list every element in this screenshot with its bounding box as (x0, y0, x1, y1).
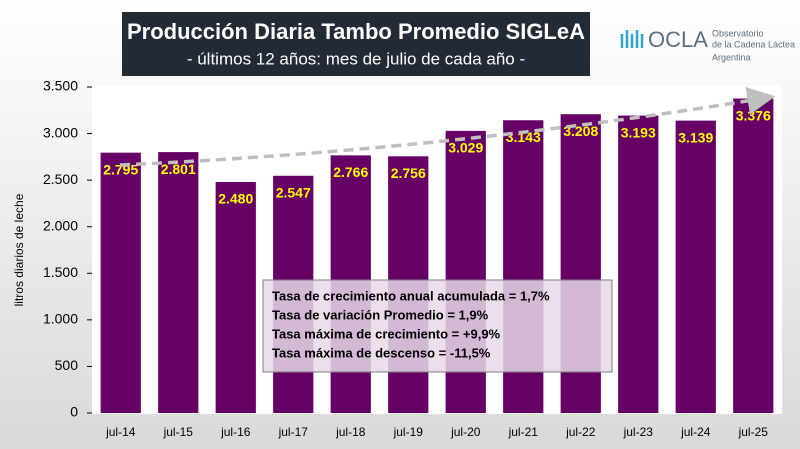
data-label: 2.547 (276, 184, 311, 200)
bar (618, 115, 659, 414)
trend-arrow (119, 87, 776, 167)
annotation: Tasa máxima de descenso = -11,5% (272, 345, 491, 360)
logo-text: Observatorio (712, 28, 764, 38)
logo-text: Argentina (712, 52, 751, 62)
logo-icon (620, 30, 644, 48)
x-tick-label: jul-22 (565, 425, 596, 439)
x-tick-label: jul-15 (163, 425, 194, 439)
bar (733, 98, 774, 413)
bar (215, 182, 256, 413)
x-tick-label: jul-18 (335, 425, 366, 439)
title-box (122, 12, 590, 76)
y-tick-label: 3.000 (43, 124, 78, 140)
x-tick-label: jul-24 (680, 425, 711, 439)
data-label: 3.193 (621, 124, 656, 140)
x-tick-label: jul-20 (450, 425, 481, 439)
data-label: 3.029 (448, 140, 483, 156)
y-axis-label: litros diarios de leche (12, 193, 26, 306)
bar (675, 120, 716, 413)
annotations: Tasa de crecimiento anual acumulada = 1,… (272, 288, 550, 360)
annotation: Tasa de crecimiento anual acumulada = 1,… (272, 288, 550, 303)
data-label: 2.766 (333, 164, 368, 180)
y-tick-label: 500 (55, 357, 79, 373)
logo: OCLA Observatorio de la Cadena Láctea Ar… (620, 27, 795, 62)
x-tick-label: jul-14 (105, 425, 136, 439)
bar (158, 152, 199, 413)
x-tick-label: jul-16 (220, 425, 251, 439)
y-tick-label: 1.000 (43, 311, 78, 327)
stats-box (262, 279, 613, 373)
x-tick-label: jul-25 (738, 425, 769, 439)
y-tick-label: 3.500 (43, 78, 78, 94)
data-label: 3.376 (736, 107, 771, 123)
chart-subtitle: - últimos 12 años: mes de julio de cada … (187, 49, 525, 68)
annotation: Tasa de variación Promedio = 1,9% (272, 307, 489, 322)
data-label: 2.480 (218, 191, 253, 207)
bar (100, 152, 141, 413)
y-tick-label: 0 (70, 404, 78, 420)
y-tick-label: 2.500 (43, 171, 78, 187)
y-tick-label: 1.500 (43, 264, 78, 280)
annotation: Tasa máxima de crecimiento = +9,9% (272, 326, 501, 341)
data-label: 3.139 (678, 129, 713, 145)
data-label: 2.756 (391, 165, 426, 181)
y-tick-label: 2.000 (43, 217, 78, 233)
x-tick-label: jul-19 (393, 425, 424, 439)
x-tick-label: jul-23 (623, 425, 654, 439)
logo-text: de la Cadena Láctea (712, 39, 795, 49)
logo-name: OCLA (648, 27, 708, 52)
data-label: 2.801 (161, 161, 196, 177)
x-tick-label: jul-17 (278, 425, 309, 439)
x-tick-label: jul-21 (508, 425, 539, 439)
chart-title: Producción Diaria Tambo Promedio SIGLeA (127, 19, 585, 44)
data-label: 3.143 (506, 129, 541, 145)
